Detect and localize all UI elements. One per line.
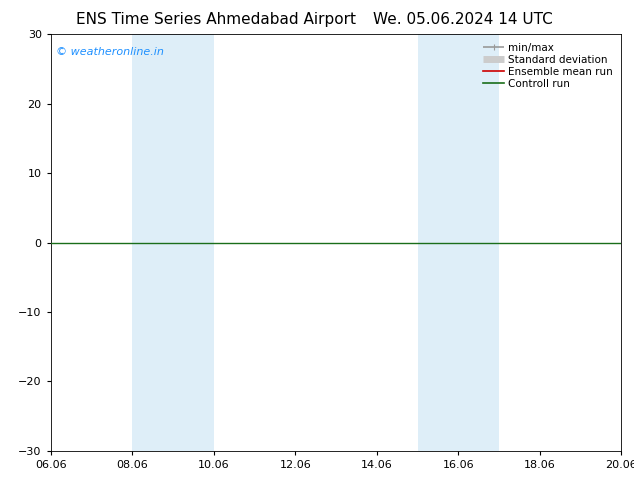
Bar: [133, 34, 173, 451]
Bar: [458, 34, 499, 451]
Text: We. 05.06.2024 14 UTC: We. 05.06.2024 14 UTC: [373, 12, 553, 27]
Legend: min/max, Standard deviation, Ensemble mean run, Controll run: min/max, Standard deviation, Ensemble me…: [480, 40, 616, 92]
Text: ENS Time Series Ahmedabad Airport: ENS Time Series Ahmedabad Airport: [75, 12, 356, 27]
Text: © weatheronline.in: © weatheronline.in: [56, 47, 164, 57]
Bar: [173, 34, 214, 451]
Bar: [418, 34, 458, 451]
